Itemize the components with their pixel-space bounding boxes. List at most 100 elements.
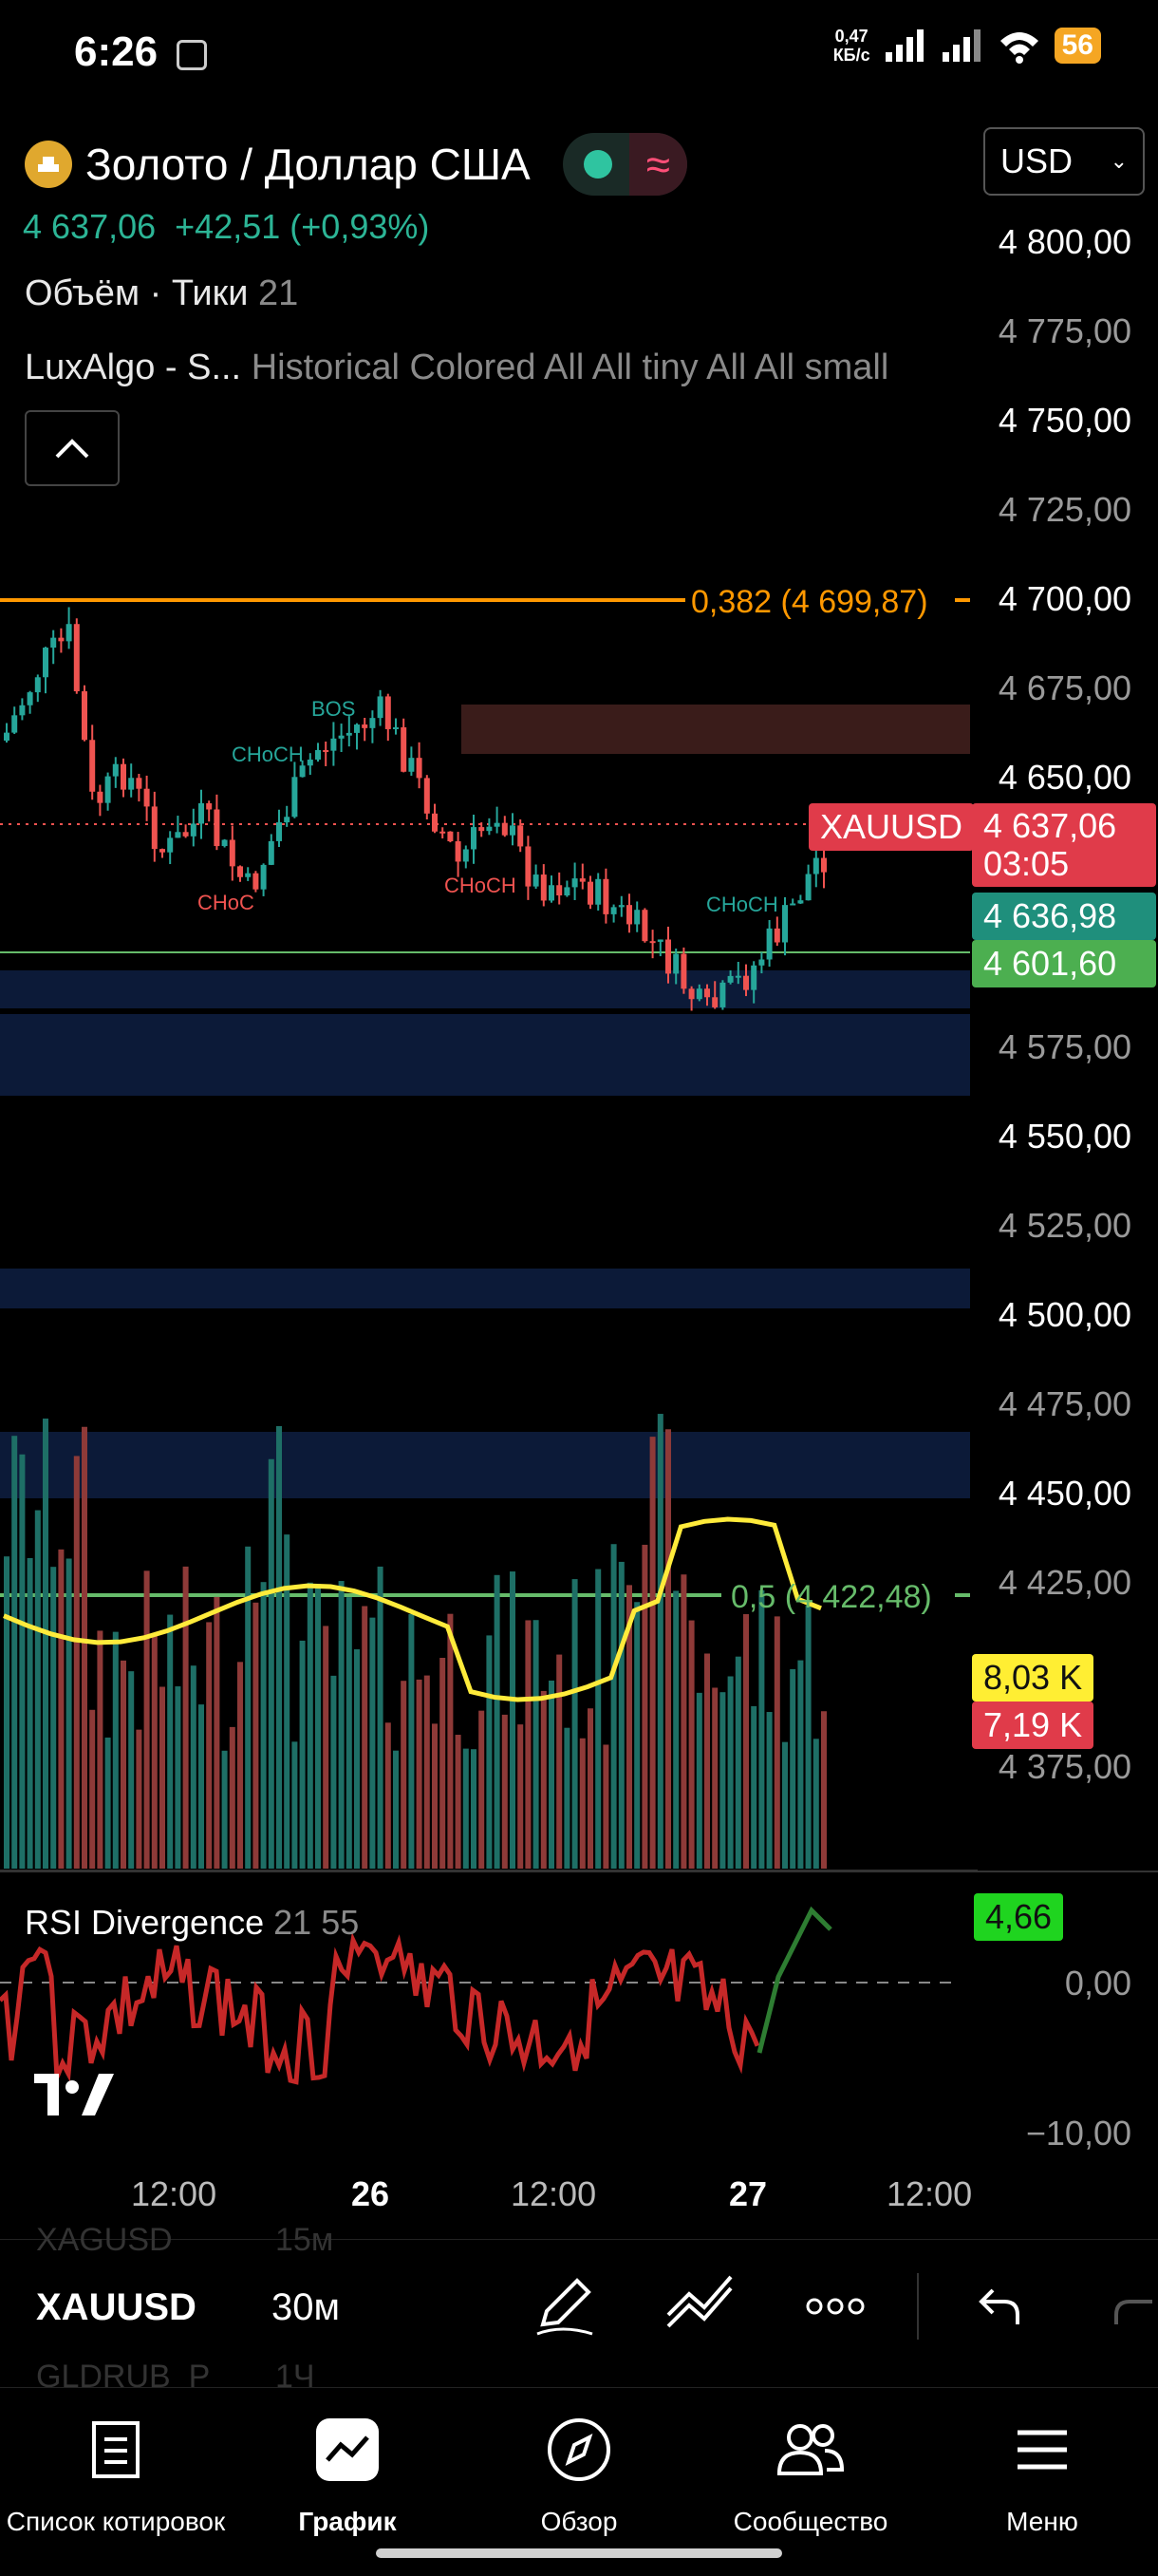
volume-bar xyxy=(214,1596,220,1869)
candle-body xyxy=(338,735,345,739)
choch-label-2: CHoC xyxy=(197,891,254,914)
candle-body xyxy=(657,939,663,942)
volume-bar xyxy=(532,1620,539,1869)
rsi-axis-label: −10,00 xyxy=(1025,2114,1131,2153)
candle-body xyxy=(384,696,391,729)
volume-bar xyxy=(556,1654,563,1869)
volume-bar xyxy=(151,1632,158,1869)
pane-divider-full xyxy=(0,1871,1158,1872)
volume-bar xyxy=(603,1744,609,1869)
candle-body xyxy=(50,637,57,649)
symbol-title[interactable]: Золото / Доллар США ≈ xyxy=(25,133,687,196)
luxalgo-indicator-label[interactable]: LuxAlgo - S... Historical Colored All Al… xyxy=(25,348,889,387)
volume-bar xyxy=(712,1687,719,1869)
candle-body xyxy=(766,928,773,960)
chevron-up-icon xyxy=(55,439,89,459)
volume-bar xyxy=(486,1635,493,1869)
nav-explore[interactable]: Обзор xyxy=(465,2412,693,2537)
nav-menu[interactable]: Меню xyxy=(928,2412,1156,2537)
volume-bar xyxy=(34,1510,41,1869)
volume-bar xyxy=(610,1544,617,1869)
candle-body xyxy=(681,953,687,989)
volume-bar xyxy=(812,1739,819,1869)
time-label: 26 xyxy=(351,2174,390,2213)
price-chart[interactable]: BOS CHoCH CHoC CHoCH CHoCH 0,382 (4 699,… xyxy=(0,104,978,1871)
status-icons: 0,47 КБ/с 56 xyxy=(833,27,1101,65)
candle-body xyxy=(618,905,625,908)
volume-bar xyxy=(121,1660,126,1869)
volume-bar xyxy=(727,1676,734,1869)
more-icon[interactable] xyxy=(805,2296,866,2317)
volume-bar xyxy=(136,1729,142,1869)
candle-body xyxy=(276,822,282,841)
volume-bar xyxy=(27,1557,33,1869)
candle-body xyxy=(354,724,360,733)
axis-label: 4 550,00 xyxy=(998,1117,1131,1156)
volume-bar xyxy=(323,1626,329,1869)
toolbar-symbol[interactable]: XAUUSD xyxy=(36,2286,196,2328)
candle-body xyxy=(408,758,415,772)
volume-bar xyxy=(19,1454,26,1869)
volume-bar xyxy=(455,1735,461,1869)
undo-icon[interactable] xyxy=(976,2283,1023,2330)
rsi-chart[interactable] xyxy=(0,1872,978,2148)
candle-body xyxy=(214,809,220,847)
alarm-icon xyxy=(177,40,207,70)
volume-bar xyxy=(4,1556,9,1869)
candle-body xyxy=(471,827,476,850)
volume-bar xyxy=(143,1570,150,1869)
volume-bar xyxy=(797,1660,804,1869)
candle-body xyxy=(751,965,757,990)
volume-bar xyxy=(618,1561,625,1869)
price-change-line: 4 637,06 +42,51 (+0,93%) xyxy=(23,207,430,246)
prev-interval-ghost: 15м xyxy=(275,2222,334,2256)
pen-icon[interactable] xyxy=(533,2275,596,2338)
candle-body xyxy=(198,803,204,824)
candle-body xyxy=(143,788,150,807)
volume-bar xyxy=(175,1686,181,1869)
market-status-pill[interactable]: ≈ xyxy=(562,133,687,196)
currency-select[interactable]: USD ⌄ xyxy=(983,127,1145,196)
collapse-legend-button[interactable] xyxy=(25,410,120,486)
delayed-data-icon: ≈ xyxy=(628,133,687,196)
volume-ma-line xyxy=(3,1516,822,1702)
candle-body xyxy=(649,941,656,944)
candle-body xyxy=(774,928,780,943)
demand-zone-4 xyxy=(0,1432,970,1498)
candle-body xyxy=(151,806,158,850)
nav-chart[interactable]: График xyxy=(233,2412,461,2537)
time-label: 12:00 xyxy=(511,2174,597,2213)
candle-body xyxy=(377,696,383,719)
axis-label: 4 650,00 xyxy=(998,758,1131,797)
candle-body xyxy=(323,749,329,752)
candle-body xyxy=(455,841,461,862)
choch-label-1: CHoCH xyxy=(232,743,304,766)
candle-body xyxy=(401,727,407,772)
candle-body xyxy=(595,878,602,905)
axis-label: 4 700,00 xyxy=(998,579,1131,618)
candle-body xyxy=(501,822,508,836)
volume-bar xyxy=(50,1567,57,1869)
volume-bar xyxy=(782,1741,788,1869)
candle-body xyxy=(782,905,788,943)
candle-body xyxy=(237,866,243,877)
toolbar-interval[interactable]: 30м xyxy=(271,2286,340,2328)
candle-body xyxy=(540,874,547,901)
volume-bar xyxy=(252,1602,259,1869)
nav-watchlist[interactable]: Список котировок xyxy=(2,2412,230,2537)
trendline-icon[interactable] xyxy=(664,2275,735,2338)
demand-zone-3 xyxy=(0,1269,970,1308)
redo-icon[interactable] xyxy=(1111,2283,1158,2330)
volume-indicator-label[interactable]: Объём · Тики 21 xyxy=(25,273,299,313)
volume-bar xyxy=(525,1620,532,1869)
volume-bar xyxy=(377,1566,383,1869)
candle-body xyxy=(564,887,570,896)
axis-label: 4 375,00 xyxy=(998,1747,1131,1786)
volume-bar xyxy=(330,1675,337,1869)
fib-382-dash xyxy=(955,598,970,602)
volume-bar xyxy=(245,1546,252,1869)
candle-body xyxy=(462,849,469,862)
candle-body xyxy=(89,740,96,792)
nav-community[interactable]: Сообщество xyxy=(697,2412,925,2537)
volume-bar xyxy=(735,1656,741,1869)
